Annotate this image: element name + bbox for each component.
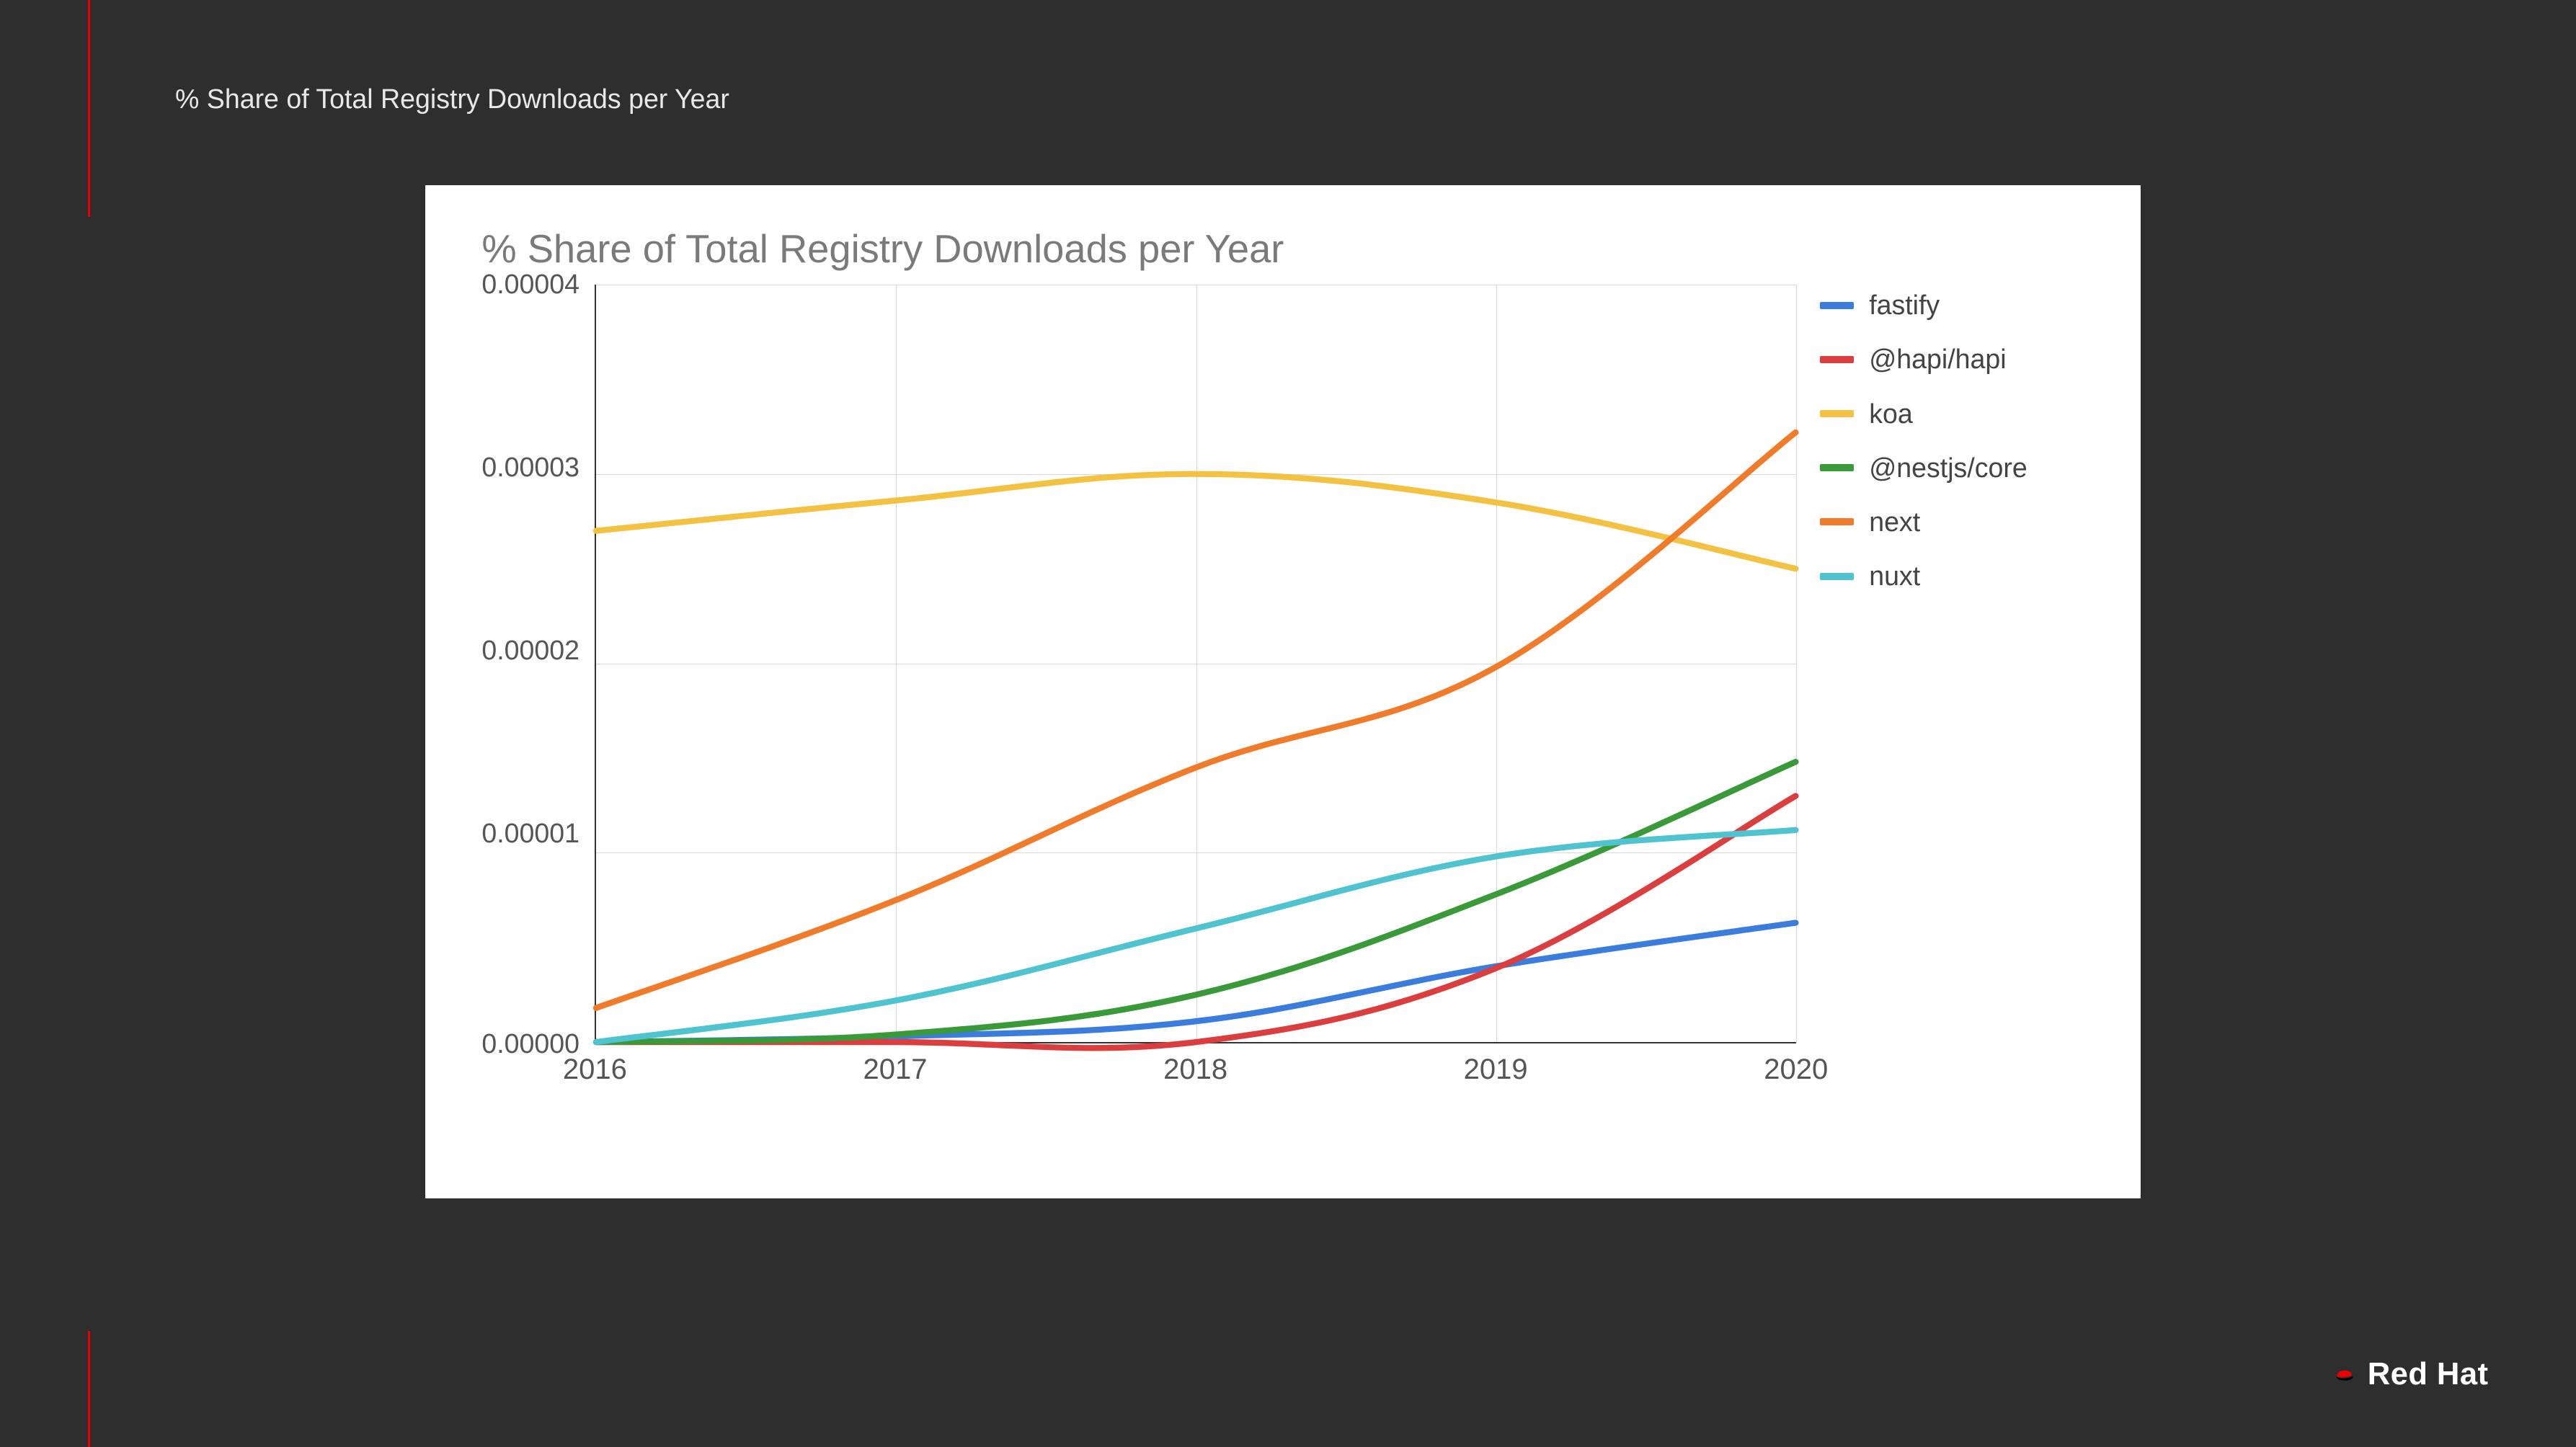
legend-item: @hapi/hapi bbox=[1820, 344, 2094, 375]
legend-item: next bbox=[1820, 507, 2094, 538]
legend-item: koa bbox=[1820, 399, 2094, 429]
series-line bbox=[596, 432, 1795, 1008]
y-axis: 0.000040.000030.000020.000010.00000 bbox=[481, 285, 595, 1043]
legend-swatch bbox=[1820, 302, 1853, 309]
legend-label: nuxt bbox=[1869, 561, 1920, 592]
x-tick-label: 2016 bbox=[563, 1054, 627, 1086]
legend-item: fastify bbox=[1820, 290, 2094, 321]
series-line bbox=[596, 762, 1795, 1042]
series-line bbox=[596, 830, 1795, 1042]
plot-grid: 0.000040.000030.000020.000010.00000 bbox=[481, 285, 1795, 1043]
legend-swatch bbox=[1820, 573, 1853, 580]
legend-item: @nestjs/core bbox=[1820, 453, 2094, 484]
series-line bbox=[596, 923, 1795, 1043]
legend-swatch bbox=[1820, 518, 1853, 525]
legend-item: nuxt bbox=[1820, 561, 2094, 592]
y-tick-label: 0.00001 bbox=[481, 820, 579, 847]
x-tick-label: 2018 bbox=[1163, 1054, 1227, 1086]
x-tick-label: 2020 bbox=[1764, 1054, 1828, 1086]
x-tick-label: 2017 bbox=[863, 1054, 927, 1086]
legend-swatch bbox=[1820, 464, 1853, 471]
plot-area bbox=[595, 285, 1795, 1043]
chart-panel: % Share of Total Registry Downloads per … bbox=[425, 185, 2141, 1198]
legend-label: @hapi/hapi bbox=[1869, 344, 2006, 375]
legend-label: koa bbox=[1869, 399, 1913, 429]
slide: % Share of Total Registry Downloads per … bbox=[0, 0, 2576, 1447]
legend-label: fastify bbox=[1869, 290, 1940, 321]
x-tick-label: 2019 bbox=[1464, 1054, 1528, 1086]
accent-bar-bottom bbox=[88, 1331, 90, 1447]
redhat-icon bbox=[2335, 1366, 2355, 1382]
chart-title: % Share of Total Registry Downloads per … bbox=[481, 226, 2094, 272]
x-ticks: 20162017201820192020 bbox=[595, 1054, 1795, 1090]
y-tick-label: 0.00000 bbox=[481, 1030, 579, 1057]
brand-logo: Red Hat bbox=[2335, 1357, 2489, 1392]
legend-swatch bbox=[1820, 356, 1853, 363]
brand-logo-text: Red Hat bbox=[2368, 1357, 2489, 1392]
chart-body: 0.000040.000030.000020.000010.00000 2016… bbox=[481, 285, 2094, 1090]
legend-label: next bbox=[1869, 507, 1920, 538]
y-tick-label: 0.00003 bbox=[481, 454, 579, 481]
legend-label: @nestjs/core bbox=[1869, 453, 2028, 484]
legend-swatch bbox=[1820, 410, 1853, 417]
accent-bar-top bbox=[88, 0, 90, 217]
series-line bbox=[596, 796, 1795, 1048]
x-axis: 20162017201820192020 bbox=[481, 1043, 1795, 1090]
gridline-vertical bbox=[1796, 285, 1797, 1042]
series-line bbox=[596, 474, 1795, 569]
series-svg bbox=[596, 285, 1795, 1042]
legend: fastify @hapi/hapi koa @nestjs/core next nuxt bbox=[1820, 285, 2094, 1090]
y-tick-label: 0.00004 bbox=[481, 271, 579, 298]
plot-wrap: 0.000040.000030.000020.000010.00000 2016… bbox=[481, 285, 1795, 1090]
slide-title: % Share of Total Registry Downloads per … bbox=[175, 84, 729, 115]
y-tick-label: 0.00002 bbox=[481, 637, 579, 664]
